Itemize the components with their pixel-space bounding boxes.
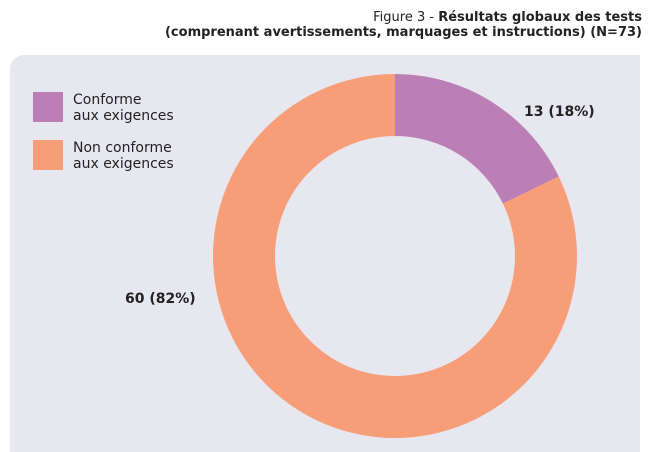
- legend-swatch: [33, 92, 63, 122]
- chart-subtitle: (comprenant avertissements, marquages et…: [164, 25, 642, 40]
- donut-slice: [212, 74, 577, 438]
- data-label: 13 (18%): [524, 104, 595, 120]
- legend-label: Conforme aux exigences: [73, 92, 174, 124]
- header: Figure 3 - Résultats globaux des tests (…: [165, 10, 642, 40]
- donut-slice: [395, 74, 559, 204]
- chart-title: Résultats globaux des tests: [438, 10, 642, 25]
- legend-swatch: [33, 140, 63, 170]
- legend-label: Non conforme aux exigences: [73, 140, 174, 172]
- figure-label: Figure 3 -: [373, 10, 435, 25]
- data-label: 60 (82%): [125, 291, 196, 307]
